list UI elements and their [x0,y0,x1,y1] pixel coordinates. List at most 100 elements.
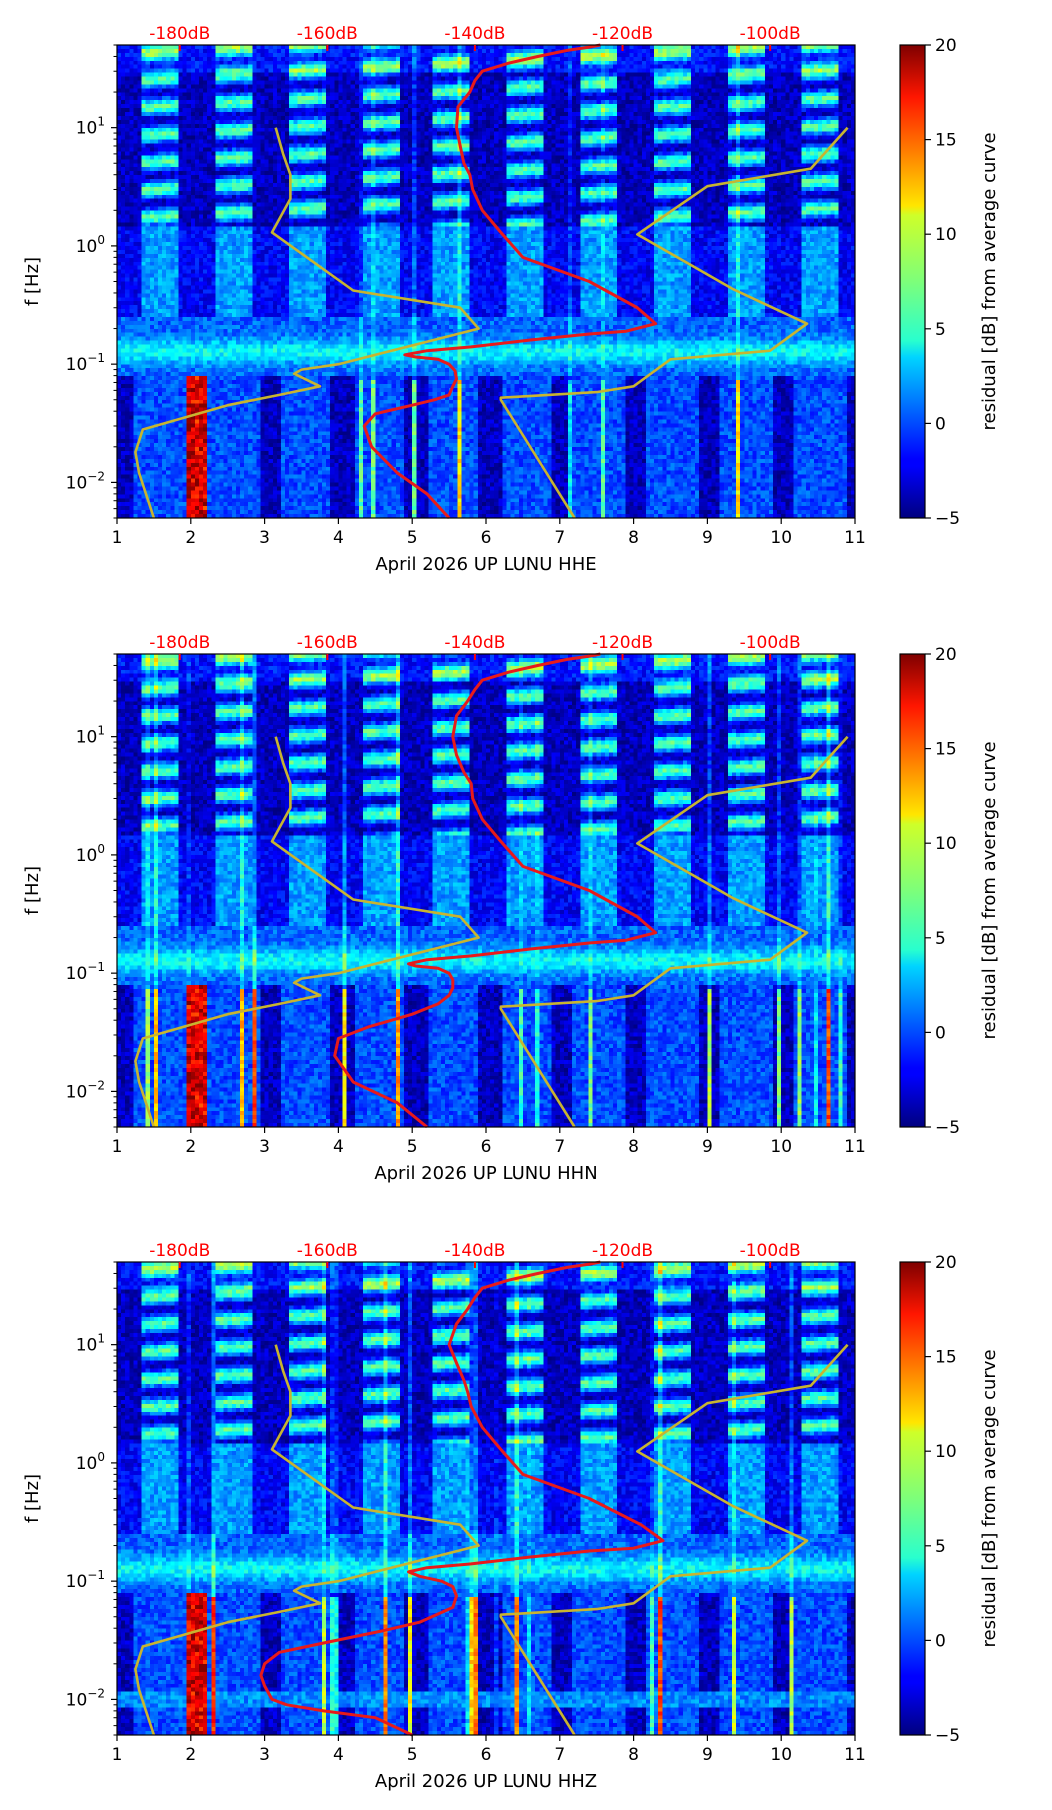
average-PSD-curve-line [259,1260,665,1737]
colorbar-tick-label: 10 [935,225,957,245]
y-axis-label: f [Hz] [22,257,43,306]
x-tick-label: 11 [844,1745,866,1765]
y-axis-label: f [Hz] [22,866,43,915]
x-axis-label: April 2026 UP LUNU HHZ [375,1771,597,1792]
colorbar-frame [899,44,926,519]
db-label: -160dB [297,633,358,653]
x-tick-label: 5 [407,1137,418,1157]
db-label: -100dB [740,1241,801,1261]
model-curve-B-line [499,735,849,1128]
x-tick-label: 9 [702,1745,713,1765]
colorbar [900,1262,925,1735]
colorbar-tick-label: 0 [935,414,946,434]
colorbar-tick-label: 0 [935,1023,946,1043]
db-label: -160dB [297,1241,358,1261]
colorbar-tick-label: 15 [935,740,957,760]
colorbar-tick-label: 20 [935,36,957,56]
y-tick-label: 10−1 [66,960,105,984]
db-label: -100dB [740,633,801,653]
x-axis-label: April 2026 UP LUNU HHE [375,554,596,575]
colorbar-tick-label: 5 [935,1537,946,1557]
colorbar-label: residual [dB] from average curve [979,1349,1000,1647]
x-tick-label: 8 [628,1745,639,1765]
db-label: -120dB [592,24,653,44]
y-tick-label: 10−2 [66,1078,105,1102]
colorbar [900,654,925,1127]
x-tick-label: 3 [259,1745,270,1765]
model-curve-B-line [499,1343,849,1736]
y-tick-label: 10−2 [66,469,105,493]
heatmap-image [117,1262,855,1735]
chart-panel-hhn: -180dB -160dB -140dB -120dB -100dB 1 2 3 4 5 6 7 8 9 1… [22,633,1000,1184]
colorbar-tick-label: 15 [935,1348,957,1368]
colorbar-label: residual [dB] from average curve [979,132,1000,430]
db-label: -100dB [740,24,801,44]
colorbar-label: residual [dB] from average curve [979,741,1000,1039]
y-axis-label: f [Hz] [22,1474,43,1523]
colorbar-tick-label: 20 [935,645,957,665]
x-tick-label: 2 [185,1745,196,1765]
x-tick-label: 3 [259,1137,270,1157]
model-curve-B-line [499,126,849,519]
x-tick-label: 10 [770,528,792,548]
colorbar-tick-label: 0 [935,1631,946,1651]
colorbar-frame [899,653,926,1128]
db-label: -120dB [592,633,653,653]
x-tick-label: 8 [628,528,639,548]
x-tick-label: 4 [333,1745,344,1765]
x-tick-label: 10 [770,1137,792,1157]
y-tick-label: 10−1 [66,351,105,375]
db-label: -180dB [149,1241,210,1261]
db-label: -140dB [444,24,505,44]
x-tick-label: 4 [333,1137,344,1157]
db-label: -120dB [592,1241,653,1261]
colorbar-tick-label: −5 [935,509,960,529]
x-tick-label: 11 [844,1137,866,1157]
model-curve-A-line [134,736,480,1128]
x-tick-label: 5 [407,1745,418,1765]
chart-panel-hhz: -180dB -160dB -140dB -120dB -100dB 1 2 3 4 5 6 7 8 9 1… [22,1241,1000,1792]
x-tick-label: 10 [770,1745,792,1765]
model-curve-A-line [134,1344,480,1736]
y-tick-label: 100 [76,233,105,257]
x-axis-label: April 2026 UP LUNU HHN [374,1163,597,1184]
x-tick-label: 1 [112,1745,123,1765]
y-tick-label: 10−2 [66,1686,105,1710]
y-tick-label: 101 [76,1332,105,1356]
colorbar-tick-label: 5 [935,320,946,340]
average-PSD-curve-line [362,43,658,520]
colorbar-tick-label: 20 [935,1253,957,1273]
x-tick-label: 5 [407,528,418,548]
x-tick-label: 9 [702,1137,713,1157]
x-tick-label: 9 [702,528,713,548]
x-tick-label: 8 [628,1137,639,1157]
heatmap-image [117,45,855,518]
colorbar-tick-label: 5 [935,929,946,949]
x-tick-label: 6 [481,1137,492,1157]
db-label: -140dB [444,633,505,653]
x-tick-label: 7 [554,1137,565,1157]
x-tick-label: 7 [554,1745,565,1765]
y-tick-label: 100 [76,1450,105,1474]
model-curve-A-line [134,127,480,519]
average-PSD-curve-line [333,652,658,1129]
colorbar-tick-label: −5 [935,1118,960,1138]
y-tick-label: 10−1 [66,1568,105,1592]
x-tick-label: 2 [185,528,196,548]
colorbar-tick-label: 15 [935,131,957,151]
x-tick-label: 7 [554,528,565,548]
y-tick-label: 101 [76,724,105,748]
db-label: -160dB [297,24,358,44]
x-tick-label: 3 [259,528,270,548]
colorbar-frame [899,1261,926,1736]
y-tick-label: 100 [76,842,105,866]
x-tick-label: 11 [844,528,866,548]
colorbar [900,45,925,518]
db-label: -180dB [149,633,210,653]
db-label: -140dB [444,1241,505,1261]
x-tick-label: 6 [481,528,492,548]
heatmap-image [117,654,855,1127]
x-tick-label: 6 [481,1745,492,1765]
